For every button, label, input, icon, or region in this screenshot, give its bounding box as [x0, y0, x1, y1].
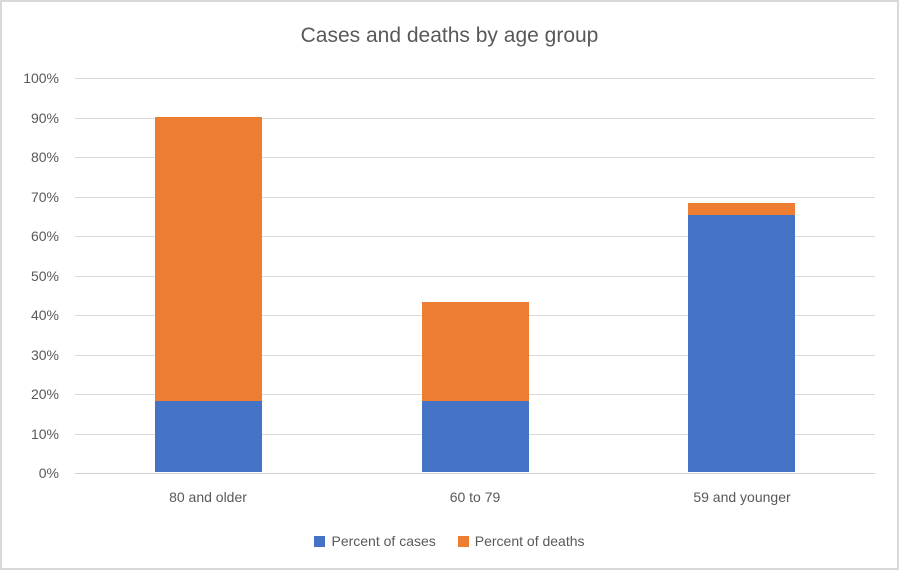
legend-item-percent-of-deaths: Percent of deaths	[457, 533, 585, 549]
y-tick-label: 80%	[30, 149, 59, 165]
bar-80-and-older	[155, 116, 262, 472]
gridline	[75, 78, 875, 79]
y-tick-label: 0%	[38, 465, 59, 481]
y-tick-label: 90%	[30, 110, 59, 126]
legend-marker-icon	[314, 535, 326, 547]
legend-item-percent-of-cases: Percent of cases	[314, 533, 436, 549]
bar-60-to-79	[422, 302, 529, 472]
legend-marker-icon	[457, 535, 469, 547]
x-category-label: 59 and younger	[693, 489, 791, 505]
y-tick-label: 70%	[30, 189, 59, 205]
bar-segment-percent-of-cases	[422, 400, 529, 472]
legend-label: Percent of cases	[331, 533, 436, 549]
gridline	[75, 197, 875, 198]
y-tick-label: 30%	[30, 347, 59, 363]
y-tick-label: 40%	[30, 307, 59, 323]
gridline	[75, 157, 875, 158]
y-tick-label: 10%	[30, 426, 59, 442]
bar-59-and-younger	[688, 203, 795, 472]
y-tick-label: 60%	[30, 228, 59, 244]
y-tick-label: 20%	[30, 386, 59, 402]
y-tick-label: 100%	[23, 70, 59, 86]
gridline	[75, 276, 875, 277]
y-tick-label: 50%	[30, 268, 59, 284]
gridline	[75, 236, 875, 237]
bar-segment-percent-of-deaths	[688, 203, 795, 216]
plot-area	[75, 78, 875, 474]
gridline	[75, 118, 875, 119]
bar-segment-percent-of-deaths	[422, 302, 529, 401]
bar-segment-percent-of-cases	[688, 215, 795, 472]
x-category-label: 60 to 79	[449, 489, 501, 505]
legend-label: Percent of deaths	[474, 533, 585, 549]
x-axis-line	[75, 473, 875, 474]
bar-segment-percent-of-cases	[155, 400, 262, 472]
x-category-label: 80 and older	[169, 489, 247, 505]
bar-segment-percent-of-deaths	[155, 116, 262, 401]
legend: Percent of cases Percent of deaths	[2, 533, 897, 549]
chart-title: Cases and deaths by age group	[300, 24, 599, 47]
